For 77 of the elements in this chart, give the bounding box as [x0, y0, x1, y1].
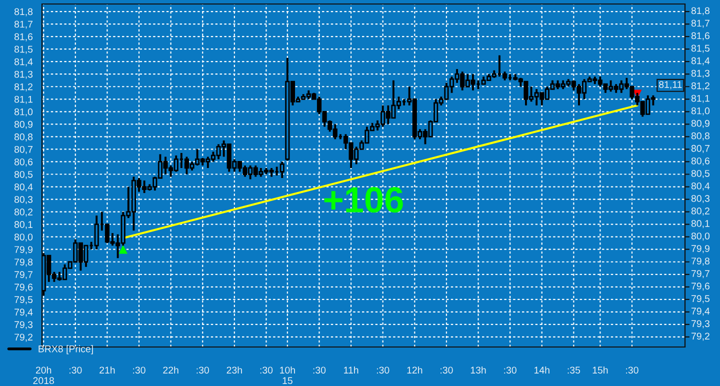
x-tick-label: :30: [440, 366, 453, 374]
y-tick-label: 80,5: [14, 170, 33, 180]
y-tick-label: 80,1: [14, 221, 32, 230]
y-tick-label: 81,8: [14, 8, 33, 16]
y-tick-label: 79,4: [14, 308, 33, 317]
y-tick-label: 81,6: [14, 33, 33, 42]
y-tick-label: 81,3: [14, 70, 33, 79]
y2-tick-label: 80,6: [691, 157, 710, 166]
y2-tick-label: 79,3: [692, 320, 710, 328]
y-tick-label: 80,8: [14, 133, 33, 142]
y2-tick-label: 81,2: [691, 82, 710, 90]
y-tick-label: 81,5: [14, 46, 33, 54]
legend-label: BRX8 [Price]: [38, 345, 93, 354]
x-tick-label: 14h: [534, 366, 550, 374]
x-tick-label: :30: [196, 366, 209, 374]
y2-tick-label: 81,5: [691, 44, 710, 53]
y2-tick-label: 81,0: [691, 107, 710, 116]
x-tick-label: :30: [626, 366, 638, 374]
y-tick-label: 79,6: [14, 284, 33, 292]
annotation: +106: [324, 187, 403, 213]
x-tick-label: 22h: [163, 366, 178, 374]
y2-tick-label: 81,8: [691, 7, 710, 16]
x-tick-label: :30: [504, 366, 516, 374]
y-tick-label: 81,4: [14, 58, 33, 66]
y2-tick-label: 81,1: [691, 94, 710, 103]
y2-tick-label: 79,9: [692, 245, 710, 254]
y2-tick-label: 79,4: [692, 308, 710, 316]
y-tick-label: 80,3: [14, 196, 33, 204]
x-tick-label: :35: [568, 366, 580, 374]
x-tick-label: 13h: [470, 366, 486, 374]
y-tick-label: 81,1: [14, 96, 32, 104]
y2-tick-label: 81,4: [691, 57, 710, 66]
y-tick-label: 79,7: [14, 271, 32, 280]
x-tick-label: 11h: [344, 366, 358, 374]
y-tick-label: 80,2: [14, 208, 32, 217]
x-tick-label: 15h: [592, 366, 608, 374]
y-tick-label: 80,4: [14, 184, 33, 192]
y2-tick-label: 80,4: [691, 182, 710, 191]
x-tick-label: :30: [260, 366, 273, 374]
y2-tick-label: 80,8: [691, 132, 710, 140]
y2-tick-label: 79,5: [692, 295, 710, 304]
y-tick-label: 80,9: [14, 120, 33, 129]
x-tick-label: :30: [133, 366, 146, 374]
y-tick-label: 79,5: [14, 296, 33, 304]
text: 81,11: [659, 81, 682, 90]
x-tick-label: :30: [70, 366, 82, 374]
y2-tick-label: 80,2: [691, 208, 710, 216]
y-tick-label: 79,9: [14, 246, 33, 254]
y2-tick-label: 79,8: [692, 258, 710, 266]
x-tick-label: 10h 15: [280, 366, 295, 384]
y-tick-label: 79,3: [14, 321, 33, 330]
y2-tick-label: 79,6: [692, 282, 710, 291]
y-tick-label: 80,7: [14, 146, 32, 154]
y-tick-label: 81,2: [14, 83, 32, 92]
y2-tick-label: 80,5: [691, 170, 710, 178]
y-tick-label: 80,0: [14, 234, 33, 242]
y2-tick-label: 79,7: [692, 270, 710, 278]
x-tick-label: 21h: [100, 366, 115, 374]
y2-tick-label: 81,6: [691, 32, 710, 40]
y2-tick-label: 81,3: [691, 70, 710, 78]
y-tick-label: 79,2: [14, 334, 32, 342]
y2-tick-label: 79,2: [692, 332, 710, 341]
y-tick-label: 80,6: [14, 158, 33, 166]
y2-tick-label: 80,3: [691, 195, 710, 204]
y2-tick-label: 80,7: [691, 144, 710, 153]
y2-tick-label: 81,7: [691, 20, 710, 28]
x-tick-label: 23h: [226, 366, 242, 374]
x-tick-label: :30: [313, 366, 326, 374]
y2-tick-label: 80,1: [691, 220, 710, 228]
x-tick-label: :30: [376, 366, 390, 374]
y-tick-label: 79,8: [14, 258, 33, 267]
x-tick-label: 20h 2018: [33, 366, 54, 384]
y2-tick-label: 80,0: [691, 232, 710, 241]
x-tick-label: 12h: [407, 366, 422, 374]
y-tick-label: 81,7: [14, 20, 32, 29]
y2-tick-label: 80,9: [691, 120, 710, 128]
y-tick-label: 81,0: [14, 108, 33, 116]
